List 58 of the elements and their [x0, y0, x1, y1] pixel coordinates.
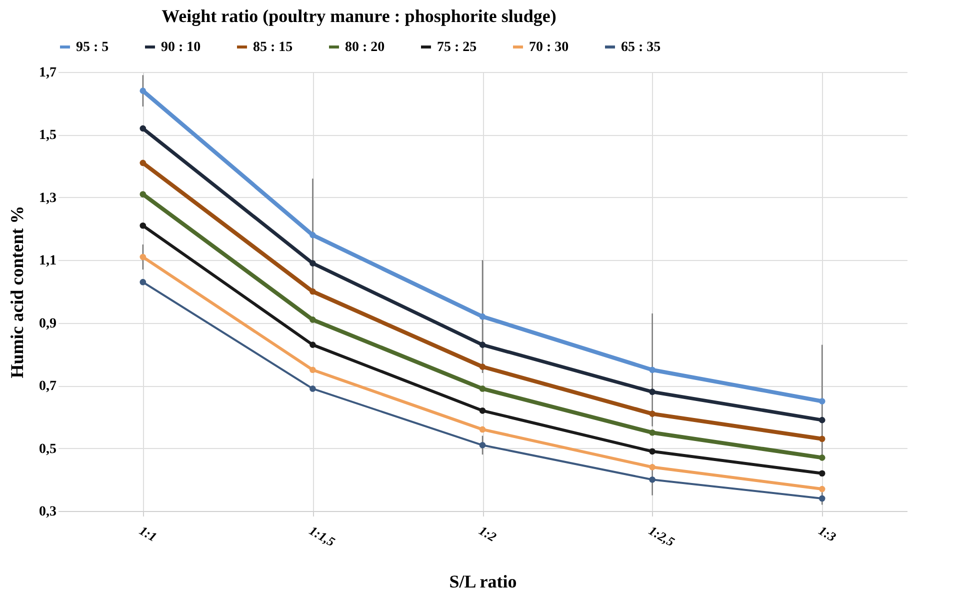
point: [818, 436, 826, 442]
point: [649, 448, 656, 455]
point: [649, 366, 656, 374]
point: [479, 342, 486, 348]
x-tick-label: 1:1: [136, 522, 160, 544]
point: [818, 416, 826, 424]
y-tick-label: 1,7: [39, 66, 56, 80]
y-tick-label: 1,3: [39, 190, 56, 206]
point: [649, 388, 656, 395]
y-tick-label: 1,1: [39, 254, 56, 269]
x-tick-label: 1:1,5: [306, 522, 338, 550]
point: [818, 398, 826, 404]
point: [818, 486, 826, 492]
legend-label: 75 : 25: [437, 40, 477, 55]
y-tick-label: 0,5: [39, 442, 56, 457]
y-tick-label: 0,9: [39, 316, 56, 332]
point: [649, 464, 656, 470]
point: [310, 366, 316, 374]
point: [140, 125, 146, 132]
point: [479, 408, 486, 414]
point: [140, 278, 146, 286]
point: [818, 495, 826, 502]
y-tick-label: 1,5: [39, 128, 56, 144]
point: [479, 364, 486, 370]
y-tick-label: 0,3: [39, 504, 56, 520]
legend-label: 95 : 5: [76, 40, 109, 55]
point: [479, 386, 486, 392]
point: [479, 442, 486, 448]
x-tick-label: 1:3: [816, 522, 840, 545]
legend-title: Weight ratio (poultry manure : phosphorite sludge): [162, 6, 556, 26]
point: [818, 454, 826, 461]
point: [649, 429, 656, 436]
y-axis-title: Humic acid content %: [7, 206, 27, 378]
legend-label: 85 : 15: [253, 40, 293, 55]
point: [310, 342, 316, 348]
x-tick-label: 1:2: [476, 522, 500, 545]
point: [649, 476, 656, 483]
legend-label: 70 : 30: [529, 40, 569, 55]
point: [140, 88, 146, 94]
y-tick-label: 0,7: [39, 379, 56, 394]
point: [310, 316, 316, 323]
point: [310, 386, 316, 392]
point: [649, 410, 656, 417]
x-tick-label: 1:2,5: [646, 522, 678, 550]
point: [140, 254, 146, 260]
legend-label: 65 : 35: [621, 40, 661, 55]
point: [479, 426, 486, 433]
point: [310, 288, 316, 295]
point: [140, 160, 146, 166]
legend-label: 90 : 10: [161, 40, 201, 55]
point: [140, 191, 146, 198]
point: [818, 470, 826, 477]
point: [140, 222, 146, 229]
point: [310, 260, 316, 266]
point: [310, 232, 316, 238]
x-axis-title: S/L ratio: [449, 571, 517, 592]
legend-label: 80 : 20: [345, 40, 385, 55]
point: [479, 313, 486, 320]
